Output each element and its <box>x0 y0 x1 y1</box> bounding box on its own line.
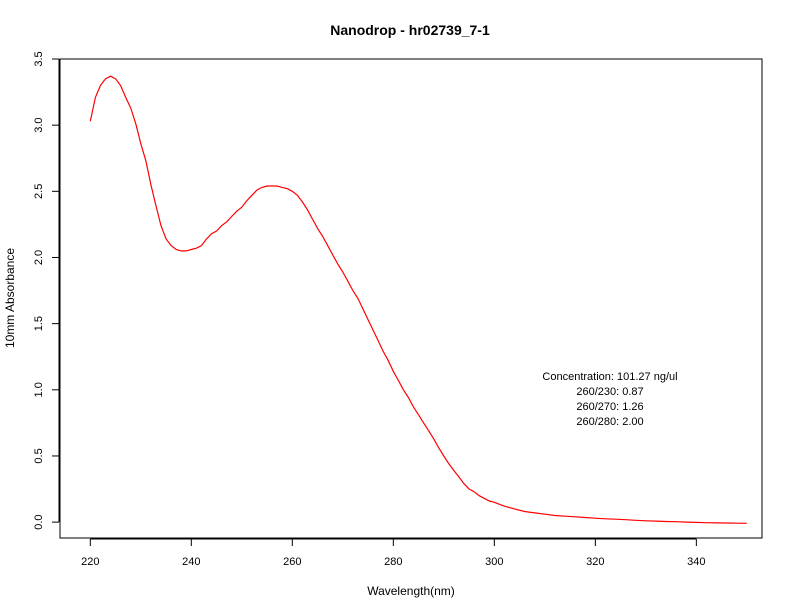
chart-title: Nanodrop - hr02739_7-1 <box>330 22 490 38</box>
x-tick-label: 320 <box>586 556 604 568</box>
x-tick-label: 280 <box>384 556 402 568</box>
y-tick-label: 1.0 <box>33 382 45 397</box>
y-tick-label: 3.0 <box>33 118 45 133</box>
annotation-line: Concentration: 101.27 ng/ul <box>542 371 677 383</box>
x-tick-label: 220 <box>81 556 99 568</box>
y-tick-label: 0.5 <box>33 448 45 463</box>
x-tick-label: 260 <box>283 556 301 568</box>
annotation-line: 260/230: 0.87 <box>576 386 643 398</box>
absorbance-series-line <box>89 75 747 524</box>
x-tick-label: 300 <box>485 556 503 568</box>
y-tick-label: 0.0 <box>33 514 45 529</box>
x-tick-label: 340 <box>687 556 705 568</box>
y-tick-label: 3.5 <box>33 51 45 66</box>
x-axis-label: Wavelength(nm) <box>367 584 455 598</box>
x-tick-label: 240 <box>182 556 200 568</box>
y-axis-label: 10mm Absorbance <box>3 248 17 348</box>
y-tick-label: 2.5 <box>33 184 45 199</box>
x-axis: 220 240 260 280 300 320 340 <box>81 538 706 568</box>
y-tick-label: 2.0 <box>33 250 45 265</box>
plot-frame <box>59 58 763 539</box>
annotation-line: 260/270: 1.26 <box>576 401 643 413</box>
y-tick-label: 1.5 <box>33 316 45 331</box>
y-axis: 0.0 0.5 1.0 1.5 2.0 2.5 3.0 3.5 <box>33 51 60 530</box>
annotation-line: 260/280: 2.00 <box>576 416 643 428</box>
stats-annotation: Concentration: 101.27 ng/ul 260/230: 0.87… <box>542 371 677 428</box>
